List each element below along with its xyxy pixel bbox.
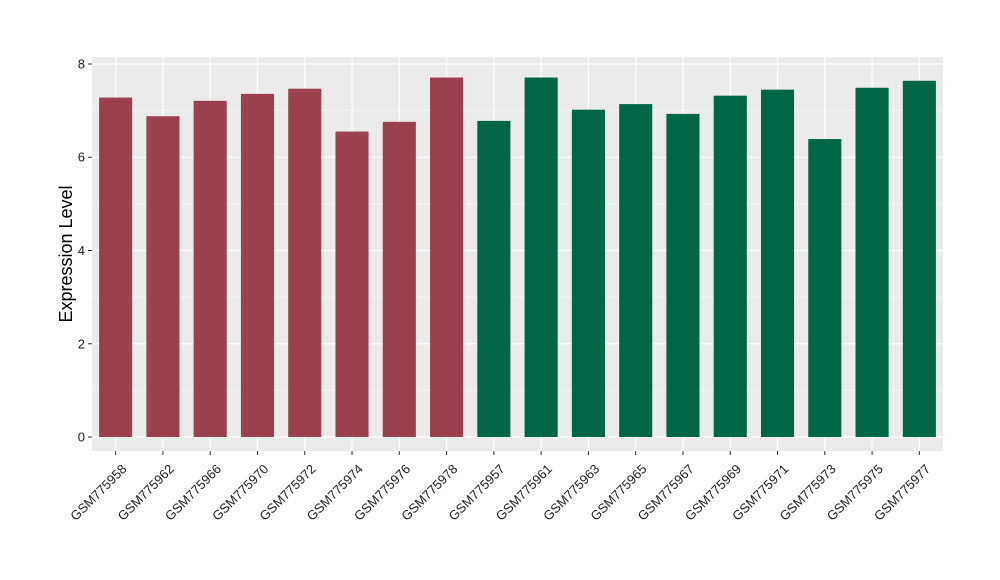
bar-GSM775963 xyxy=(571,109,605,438)
y-tick-label: 2 xyxy=(78,336,85,351)
bar-GSM775965 xyxy=(619,104,653,438)
y-tick-label: 6 xyxy=(78,150,85,165)
bar-GSM775974 xyxy=(335,131,369,438)
bar-GSM775976 xyxy=(382,121,416,438)
bar-GSM775958 xyxy=(99,97,133,438)
bar-GSM775961 xyxy=(524,77,558,438)
bar-GSM775970 xyxy=(240,93,275,438)
bar-GSM775967 xyxy=(666,113,700,438)
y-tick-label: 0 xyxy=(78,430,85,445)
bar-GSM775969 xyxy=(713,95,747,438)
plot-panel xyxy=(92,57,943,451)
y-axis-title: Expression Level xyxy=(56,185,76,322)
bar-GSM775977 xyxy=(902,80,936,438)
bar-GSM775975 xyxy=(855,87,889,438)
bar-GSM775966 xyxy=(193,100,227,438)
bar-GSM775971 xyxy=(760,89,795,438)
bar-GSM775957 xyxy=(477,120,511,438)
bar-GSM775972 xyxy=(288,88,322,438)
bar-GSM775962 xyxy=(146,116,180,438)
bars xyxy=(99,77,936,438)
y-tick-label: 4 xyxy=(78,243,85,258)
y-tick-label: 8 xyxy=(78,56,85,71)
y-axis: 0 2 4 6 8 xyxy=(78,56,92,445)
bar-GSM775973 xyxy=(808,139,842,438)
bar-GSM775978 xyxy=(430,77,464,438)
x-axis: GSM775958GSM775962GSM775966GSM775970GSM7… xyxy=(67,451,933,524)
